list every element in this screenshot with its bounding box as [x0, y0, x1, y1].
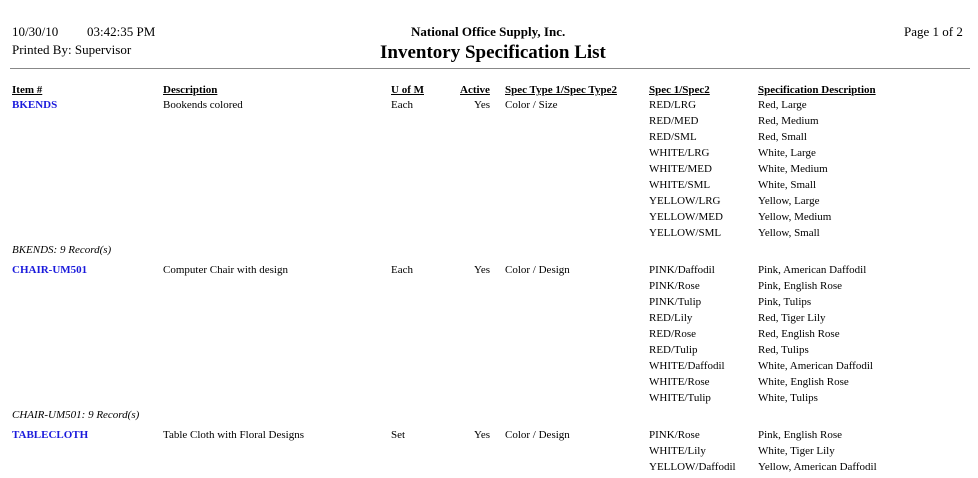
report-title: Inventory Specification List — [380, 42, 606, 63]
col-active: Active — [460, 84, 490, 96]
spec-description: Red, Small — [758, 131, 807, 143]
item-uom: Each — [391, 264, 413, 276]
spec-code: YELLOW/Daffodil — [649, 461, 736, 473]
spec-code: WHITE/Daffodil — [649, 360, 725, 372]
spec-code: WHITE/Rose — [649, 376, 710, 388]
spec-code: RED/Tulip — [649, 344, 698, 356]
spec-code: WHITE/Tulip — [649, 392, 711, 404]
spec-description: Yellow, American Daffodil — [758, 461, 877, 473]
spec-description: Yellow, Medium — [758, 211, 832, 223]
spec-code: WHITE/MED — [649, 163, 712, 175]
col-spec-type: Spec Type 1/Spec Type2 — [505, 84, 617, 96]
item-spec-type: Color / Size — [505, 99, 558, 111]
spec-code: WHITE/Lily — [649, 445, 706, 457]
spec-code: PINK/Daffodil — [649, 264, 715, 276]
spec-description: Yellow, Small — [758, 227, 820, 239]
spec-description: Pink, American Daffodil — [758, 264, 867, 276]
col-description: Description — [163, 84, 218, 96]
item-active: Yes — [473, 264, 490, 276]
item-link[interactable]: BKENDS — [12, 99, 58, 111]
spec-description: Red, English Rose — [758, 328, 840, 340]
spec-description: White, Medium — [758, 163, 828, 175]
spec-code: RED/MED — [649, 115, 699, 127]
item-active: Yes — [473, 429, 490, 441]
spec-code: WHITE/LRG — [649, 147, 710, 159]
spec-code: RED/SML — [649, 131, 697, 143]
spec-description: White, English Rose — [758, 376, 849, 388]
spec-description: Red, Tulips — [758, 344, 809, 356]
item-link[interactable]: CHAIR-UM501 — [12, 264, 88, 276]
spec-description: Pink, Tulips — [758, 296, 812, 308]
col-item: Item # — [12, 84, 43, 96]
item-description: Table Cloth with Floral Designs — [163, 429, 304, 441]
spec-description: Pink, English Rose — [758, 429, 843, 441]
spec-code: PINK/Rose — [649, 280, 700, 292]
spec-description: Pink, English Rose — [758, 280, 843, 292]
spec-code: WHITE/SML — [649, 179, 711, 191]
col-spec-desc: Specification Description — [758, 84, 876, 96]
spec-code: YELLOW/LRG — [649, 195, 721, 207]
item-uom: Set — [391, 429, 406, 441]
spec-description: Yellow, Large — [758, 195, 820, 207]
spec-description: White, American Daffodil — [758, 360, 873, 372]
group-summary: CHAIR-UM501: 9 Record(s) — [12, 409, 140, 421]
spec-code: RED/Rose — [649, 328, 697, 340]
spec-code: PINK/Rose — [649, 429, 700, 441]
spec-code: RED/Lily — [649, 312, 693, 324]
page-indicator: Page 1 of 2 — [904, 24, 963, 39]
spec-description: White, Small — [758, 179, 817, 191]
spec-code: RED/LRG — [649, 99, 697, 111]
spec-description: White, Tulips — [758, 392, 818, 404]
item-description: Bookends colored — [163, 99, 243, 111]
item-spec-type: Color / Design — [505, 264, 570, 276]
header-divider — [10, 68, 970, 69]
item-description: Computer Chair with design — [163, 264, 288, 276]
print-time: 03:42:35 PM — [87, 24, 156, 39]
spec-description: White, Tiger Lily — [758, 445, 835, 457]
item-link[interactable]: TABLECLOTH — [12, 429, 89, 441]
spec-code: YELLOW/MED — [649, 211, 723, 223]
col-spec: Spec 1/Spec2 — [649, 84, 710, 96]
spec-description: Red, Large — [758, 99, 807, 111]
printed-by: Printed By: Supervisor — [12, 42, 132, 57]
spec-code: PINK/Tulip — [649, 296, 702, 308]
spec-description: White, Large — [758, 147, 816, 159]
spec-description: Red, Tiger Lily — [758, 312, 826, 324]
company-name: National Office Supply, Inc. — [411, 24, 566, 39]
item-spec-type: Color / Design — [505, 429, 570, 441]
group-summary: BKENDS: 9 Record(s) — [12, 244, 112, 256]
item-uom: Each — [391, 99, 413, 111]
print-date: 10/30/10 — [12, 24, 59, 39]
item-active: Yes — [473, 99, 490, 111]
col-uom: U of M — [391, 84, 424, 96]
spec-description: Red, Medium — [758, 115, 819, 127]
spec-code: YELLOW/SML — [649, 227, 722, 239]
